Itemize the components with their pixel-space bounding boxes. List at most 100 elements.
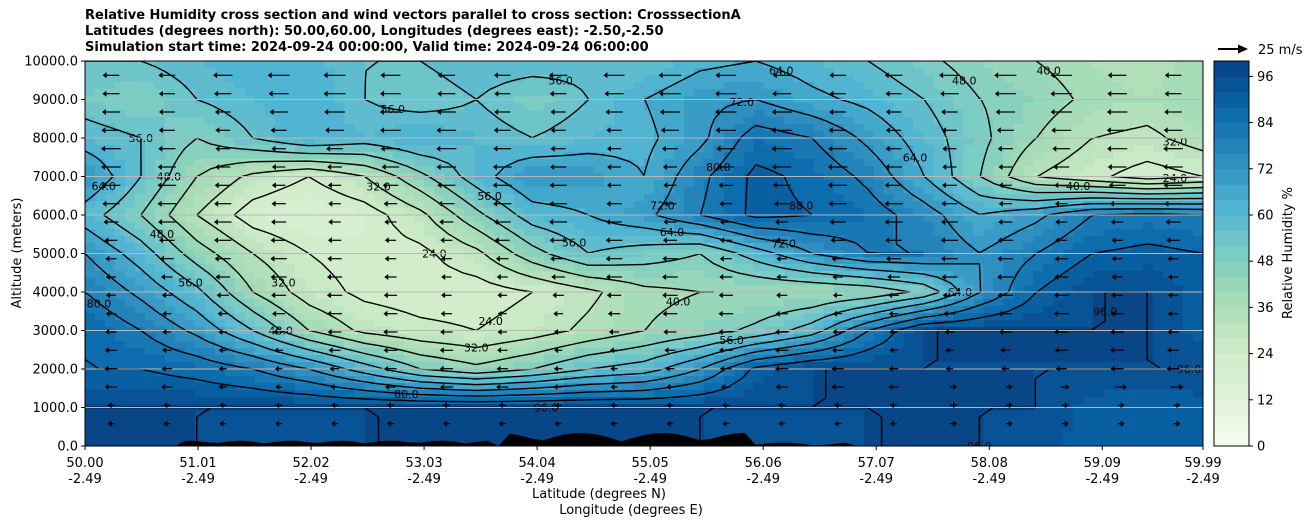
humidity-cell [474, 159, 485, 167]
humidity-cell [584, 334, 595, 342]
humidity-cell [454, 159, 465, 167]
humidity-cell [843, 180, 855, 188]
humidity-cell [1073, 68, 1084, 76]
humidity-cell [434, 264, 445, 272]
humidity-cell [214, 306, 226, 314]
humidity-cell [893, 348, 905, 356]
humidity-cell [214, 166, 226, 174]
humidity-cell [494, 285, 505, 293]
humidity-cell [793, 110, 805, 118]
humidity-cell [753, 313, 765, 321]
humidity-cell [1183, 117, 1194, 125]
humidity-cell [174, 313, 186, 321]
humidity-cell [514, 369, 525, 377]
humidity-cell [983, 243, 994, 251]
humidity-cell [1103, 117, 1114, 125]
humidity-cell [394, 82, 406, 90]
humidity-cell [683, 75, 695, 83]
humidity-cell [973, 166, 984, 174]
humidity-cell [873, 89, 885, 97]
humidity-cell [833, 222, 845, 230]
humidity-cell [1173, 215, 1184, 223]
humidity-cell [294, 299, 306, 307]
humidity-cell [883, 61, 895, 69]
humidity-cell [693, 117, 705, 125]
humidity-cell [863, 313, 875, 321]
humidity-cell [504, 229, 515, 237]
humidity-cell [973, 201, 984, 209]
humidity-cell [534, 68, 545, 76]
humidity-cell [354, 68, 366, 76]
humidity-cell [1003, 138, 1014, 146]
humidity-cell [244, 187, 256, 195]
humidity-cell [1173, 292, 1184, 300]
humidity-cell [1113, 271, 1124, 279]
humidity-cell [663, 68, 675, 76]
humidity-cell [394, 159, 406, 167]
humidity-cell [993, 215, 1004, 223]
humidity-cell [853, 75, 865, 83]
humidity-cell [723, 278, 735, 286]
humidity-cell [953, 320, 965, 328]
humidity-cell [913, 292, 925, 300]
humidity-cell [85, 110, 96, 118]
humidity-cell [1123, 138, 1134, 146]
humidity-cell [1153, 355, 1164, 363]
humidity-cell [254, 229, 266, 237]
humidity-cell [733, 75, 745, 83]
humidity-cell [174, 215, 186, 223]
humidity-cell [574, 89, 585, 97]
humidity-cell [913, 89, 925, 97]
humidity-cell [624, 180, 635, 188]
humidity-cell [454, 222, 465, 230]
humidity-cell [1113, 68, 1124, 76]
humidity-cell [504, 222, 515, 230]
humidity-cell [983, 82, 994, 90]
humidity-cell [983, 306, 994, 314]
humidity-cell [813, 166, 825, 174]
humidity-cell [234, 110, 246, 118]
humidity-cell [683, 215, 695, 223]
humidity-cell [314, 89, 326, 97]
humidity-cell [703, 236, 715, 244]
humidity-cell [753, 131, 765, 139]
humidity-cell [244, 110, 256, 118]
humidity-cell [404, 124, 416, 132]
humidity-cell [634, 117, 645, 125]
humidity-cell [903, 159, 915, 167]
humidity-cell [354, 180, 366, 188]
humidity-cell [1083, 159, 1094, 167]
humidity-cell [374, 292, 386, 300]
humidity-cell [134, 187, 146, 195]
humidity-cell [564, 229, 575, 237]
humidity-cell [534, 243, 545, 251]
humidity-cell [494, 68, 505, 76]
humidity-cell [214, 138, 226, 146]
humidity-cell [564, 124, 575, 132]
humidity-cell [324, 334, 336, 342]
humidity-cell [843, 208, 855, 216]
humidity-cell [903, 229, 915, 237]
humidity-cell [364, 285, 376, 293]
humidity-cell [524, 299, 535, 307]
humidity-cell [743, 187, 755, 195]
humidity-cell [324, 243, 336, 251]
humidity-cell [404, 194, 416, 202]
humidity-cell [374, 243, 386, 251]
humidity-cell [384, 285, 396, 293]
humidity-cell [564, 355, 575, 363]
humidity-cell [474, 131, 485, 139]
humidity-cell [893, 341, 905, 349]
humidity-cell [304, 285, 316, 293]
humidity-cell [114, 299, 126, 307]
humidity-cell [883, 320, 895, 328]
humidity-cell [204, 313, 216, 321]
humidity-cell [434, 215, 445, 223]
humidity-cell [404, 166, 416, 174]
humidity-cell [484, 61, 495, 69]
humidity-cell [1113, 341, 1124, 349]
humidity-cell [1023, 362, 1034, 370]
humidity-cell [124, 166, 136, 174]
humidity-cell [763, 257, 775, 265]
humidity-cell [584, 180, 595, 188]
